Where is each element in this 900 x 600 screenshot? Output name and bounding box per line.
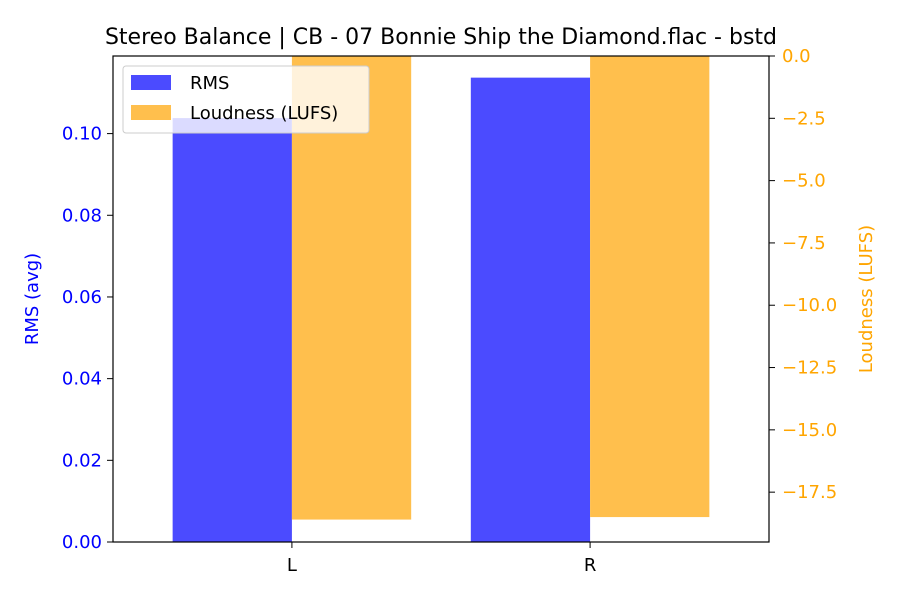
x-tick-label: R (584, 555, 597, 576)
chart-title: Stereo Balance | CB - 07 Bonnie Ship the… (105, 25, 777, 50)
left-axis-label: RMS (avg) (22, 253, 43, 345)
bar-rms-r (470, 77, 591, 542)
x-tick-label: L (287, 555, 297, 576)
right-tick-label: −17.5 (782, 482, 837, 503)
plot-frame (112, 55, 770, 543)
bars-layer (172, 56, 710, 543)
right-tick-label: 0.0 (782, 46, 811, 67)
bar-rms-l (172, 118, 292, 543)
left-tick-label: 0.08 (62, 205, 102, 226)
left-y-axis: 0.00 0.02 0.04 0.06 0.08 0.10 (62, 124, 113, 553)
legend-swatch-rms (131, 75, 171, 90)
right-tick-label: −15.0 (782, 420, 837, 441)
right-tick-label: −10.0 (782, 295, 837, 316)
legend-swatch-loudness (131, 105, 171, 120)
right-tick-label: −2.5 (782, 108, 826, 129)
legend-label-loudness: Loudness (LUFS) (190, 103, 338, 124)
right-y-axis: 0.0 −2.5 −5.0 −7.5 −10.0 −12.5 −15.0 −17.5 (769, 46, 837, 503)
right-tick-label: −7.5 (782, 233, 826, 254)
right-axis-label: Loudness (LUFS) (856, 225, 877, 373)
left-tick-label: 0.10 (62, 124, 102, 145)
legend-label-rms: RMS (190, 73, 229, 94)
left-tick-label: 0.06 (62, 287, 102, 308)
left-tick-label: 0.02 (62, 450, 102, 471)
legend-box (122, 65, 370, 134)
right-tick-label: −12.5 (782, 358, 837, 379)
legend: RMS Loudness (LUFS) (122, 65, 370, 134)
left-tick-label: 0.00 (62, 532, 102, 553)
bar-loudness-r (590, 56, 710, 518)
left-tick-label: 0.04 (62, 369, 102, 390)
right-tick-label: −5.0 (782, 171, 826, 192)
